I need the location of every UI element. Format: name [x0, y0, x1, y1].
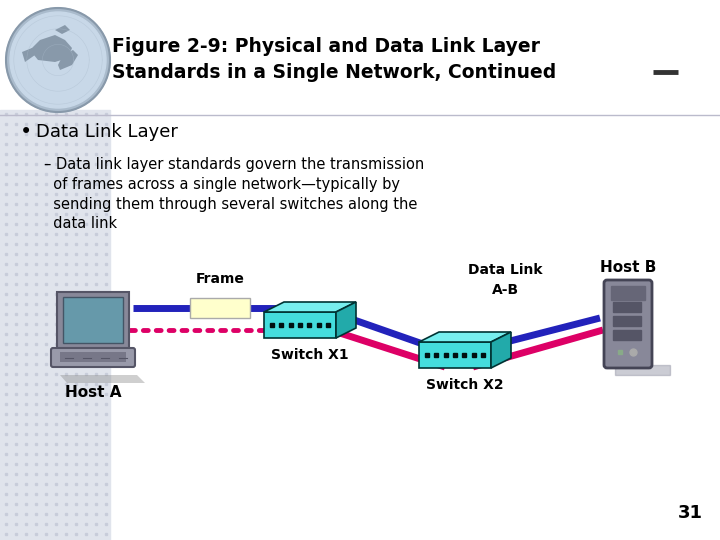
Text: •: •	[20, 122, 32, 142]
Text: Data Link Layer: Data Link Layer	[36, 123, 178, 141]
Text: Frame: Frame	[196, 272, 244, 286]
Text: – Data link layer standards govern the transmission: – Data link layer standards govern the t…	[44, 157, 424, 172]
Polygon shape	[60, 375, 145, 383]
Text: sending them through several switches along the: sending them through several switches al…	[44, 197, 418, 212]
Bar	[613, 330, 641, 340]
Text: 31: 31	[678, 504, 703, 522]
Bar	[611, 286, 645, 300]
FancyBboxPatch shape	[60, 352, 126, 362]
Text: Switch X1: Switch X1	[271, 348, 348, 362]
Polygon shape	[419, 332, 511, 342]
Text: data link: data link	[44, 217, 117, 232]
FancyBboxPatch shape	[604, 280, 652, 368]
Text: Host B: Host B	[600, 260, 656, 275]
Polygon shape	[22, 48, 35, 62]
Polygon shape	[419, 342, 491, 368]
Bar	[615, 365, 670, 375]
Text: Data Link
A-B: Data Link A-B	[468, 263, 542, 297]
Bar	[613, 302, 641, 312]
Polygon shape	[58, 50, 78, 70]
Polygon shape	[30, 35, 72, 62]
Polygon shape	[336, 302, 356, 338]
FancyBboxPatch shape	[63, 297, 123, 343]
Polygon shape	[264, 312, 336, 338]
Text: Host A: Host A	[65, 385, 121, 400]
FancyBboxPatch shape	[57, 292, 129, 350]
Circle shape	[6, 8, 110, 112]
Text: of frames across a single network—typically by: of frames across a single network—typica…	[44, 177, 400, 192]
Bar	[0, 110, 110, 540]
Text: Switch X2: Switch X2	[426, 378, 504, 392]
Polygon shape	[264, 302, 356, 312]
Circle shape	[10, 12, 106, 108]
FancyBboxPatch shape	[51, 348, 135, 367]
Polygon shape	[491, 332, 511, 368]
Text: Figure 2-9: Physical and Data Link Layer: Figure 2-9: Physical and Data Link Layer	[112, 37, 540, 57]
Polygon shape	[55, 25, 70, 34]
Bar	[613, 316, 641, 326]
Text: Standards in a Single Network, Continued: Standards in a Single Network, Continued	[112, 63, 557, 82]
FancyBboxPatch shape	[190, 298, 250, 318]
